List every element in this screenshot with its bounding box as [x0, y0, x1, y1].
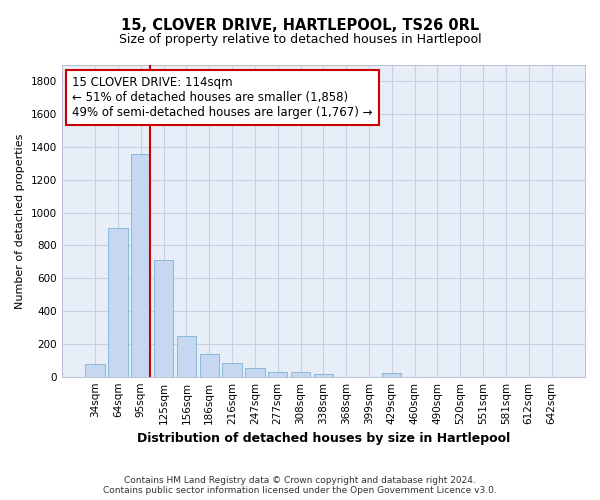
Bar — [177, 336, 196, 376]
Bar — [382, 374, 401, 376]
Bar — [200, 354, 219, 376]
Text: Size of property relative to detached houses in Hartlepool: Size of property relative to detached ho… — [119, 32, 481, 46]
Bar — [154, 260, 173, 376]
Bar — [108, 228, 128, 376]
Bar — [268, 372, 287, 376]
Y-axis label: Number of detached properties: Number of detached properties — [15, 133, 25, 308]
Bar — [314, 374, 333, 376]
Text: 15 CLOVER DRIVE: 114sqm
← 51% of detached houses are smaller (1,858)
49% of semi: 15 CLOVER DRIVE: 114sqm ← 51% of detache… — [72, 76, 373, 119]
Bar — [85, 364, 105, 376]
Bar — [245, 368, 265, 376]
Text: 15, CLOVER DRIVE, HARTLEPOOL, TS26 0RL: 15, CLOVER DRIVE, HARTLEPOOL, TS26 0RL — [121, 18, 479, 32]
Bar — [291, 372, 310, 376]
Bar — [223, 362, 242, 376]
Text: Contains HM Land Registry data © Crown copyright and database right 2024.
Contai: Contains HM Land Registry data © Crown c… — [103, 476, 497, 495]
X-axis label: Distribution of detached houses by size in Hartlepool: Distribution of detached houses by size … — [137, 432, 510, 445]
Bar — [131, 154, 151, 376]
